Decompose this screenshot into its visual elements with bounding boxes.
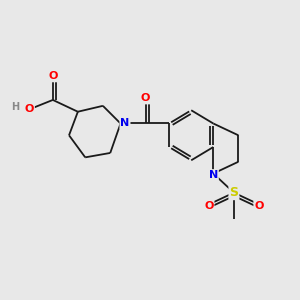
Text: O: O <box>141 94 150 103</box>
Text: O: O <box>25 104 34 114</box>
Text: H: H <box>11 102 20 112</box>
Text: O: O <box>254 201 264 211</box>
Text: N: N <box>209 170 218 180</box>
Text: O: O <box>204 201 214 211</box>
Text: N: N <box>120 118 130 128</box>
Text: O: O <box>48 71 58 81</box>
Text: S: S <box>230 186 238 199</box>
